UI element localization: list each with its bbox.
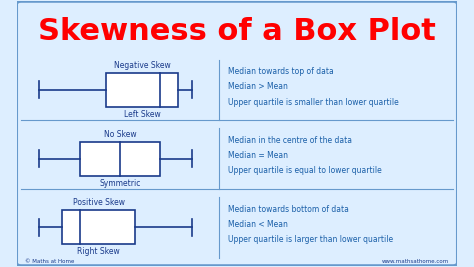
Text: Median towards top of data: Median towards top of data — [228, 67, 334, 76]
Text: Symmetric: Symmetric — [100, 179, 141, 188]
Text: Median > Mean: Median > Mean — [228, 82, 288, 91]
Text: Median < Mean: Median < Mean — [228, 220, 288, 229]
Text: Positive Skew: Positive Skew — [73, 198, 125, 207]
Text: Upper quartile is larger than lower quartile: Upper quartile is larger than lower quar… — [228, 235, 393, 244]
Text: Negative Skew: Negative Skew — [113, 61, 170, 70]
Text: www.mathsathome.com: www.mathsathome.com — [381, 259, 448, 264]
Text: Skewness of a Box Plot: Skewness of a Box Plot — [38, 17, 436, 46]
Text: Left Skew: Left Skew — [124, 110, 160, 119]
Text: Median in the centre of the data: Median in the centre of the data — [228, 136, 352, 145]
Text: Median = Mean: Median = Mean — [228, 151, 288, 160]
Text: Median towards bottom of data: Median towards bottom of data — [228, 205, 349, 214]
Text: Right Skew: Right Skew — [77, 247, 120, 256]
Bar — [81, 142, 160, 176]
Text: Upper quartile is smaller than lower quartile: Upper quartile is smaller than lower qua… — [228, 97, 399, 107]
Text: © Maths at Home: © Maths at Home — [26, 259, 75, 264]
Text: No Skew: No Skew — [104, 129, 137, 139]
Text: Upper quartile is equal to lower quartile: Upper quartile is equal to lower quartil… — [228, 166, 382, 175]
Bar — [63, 210, 135, 244]
Bar — [106, 73, 178, 107]
